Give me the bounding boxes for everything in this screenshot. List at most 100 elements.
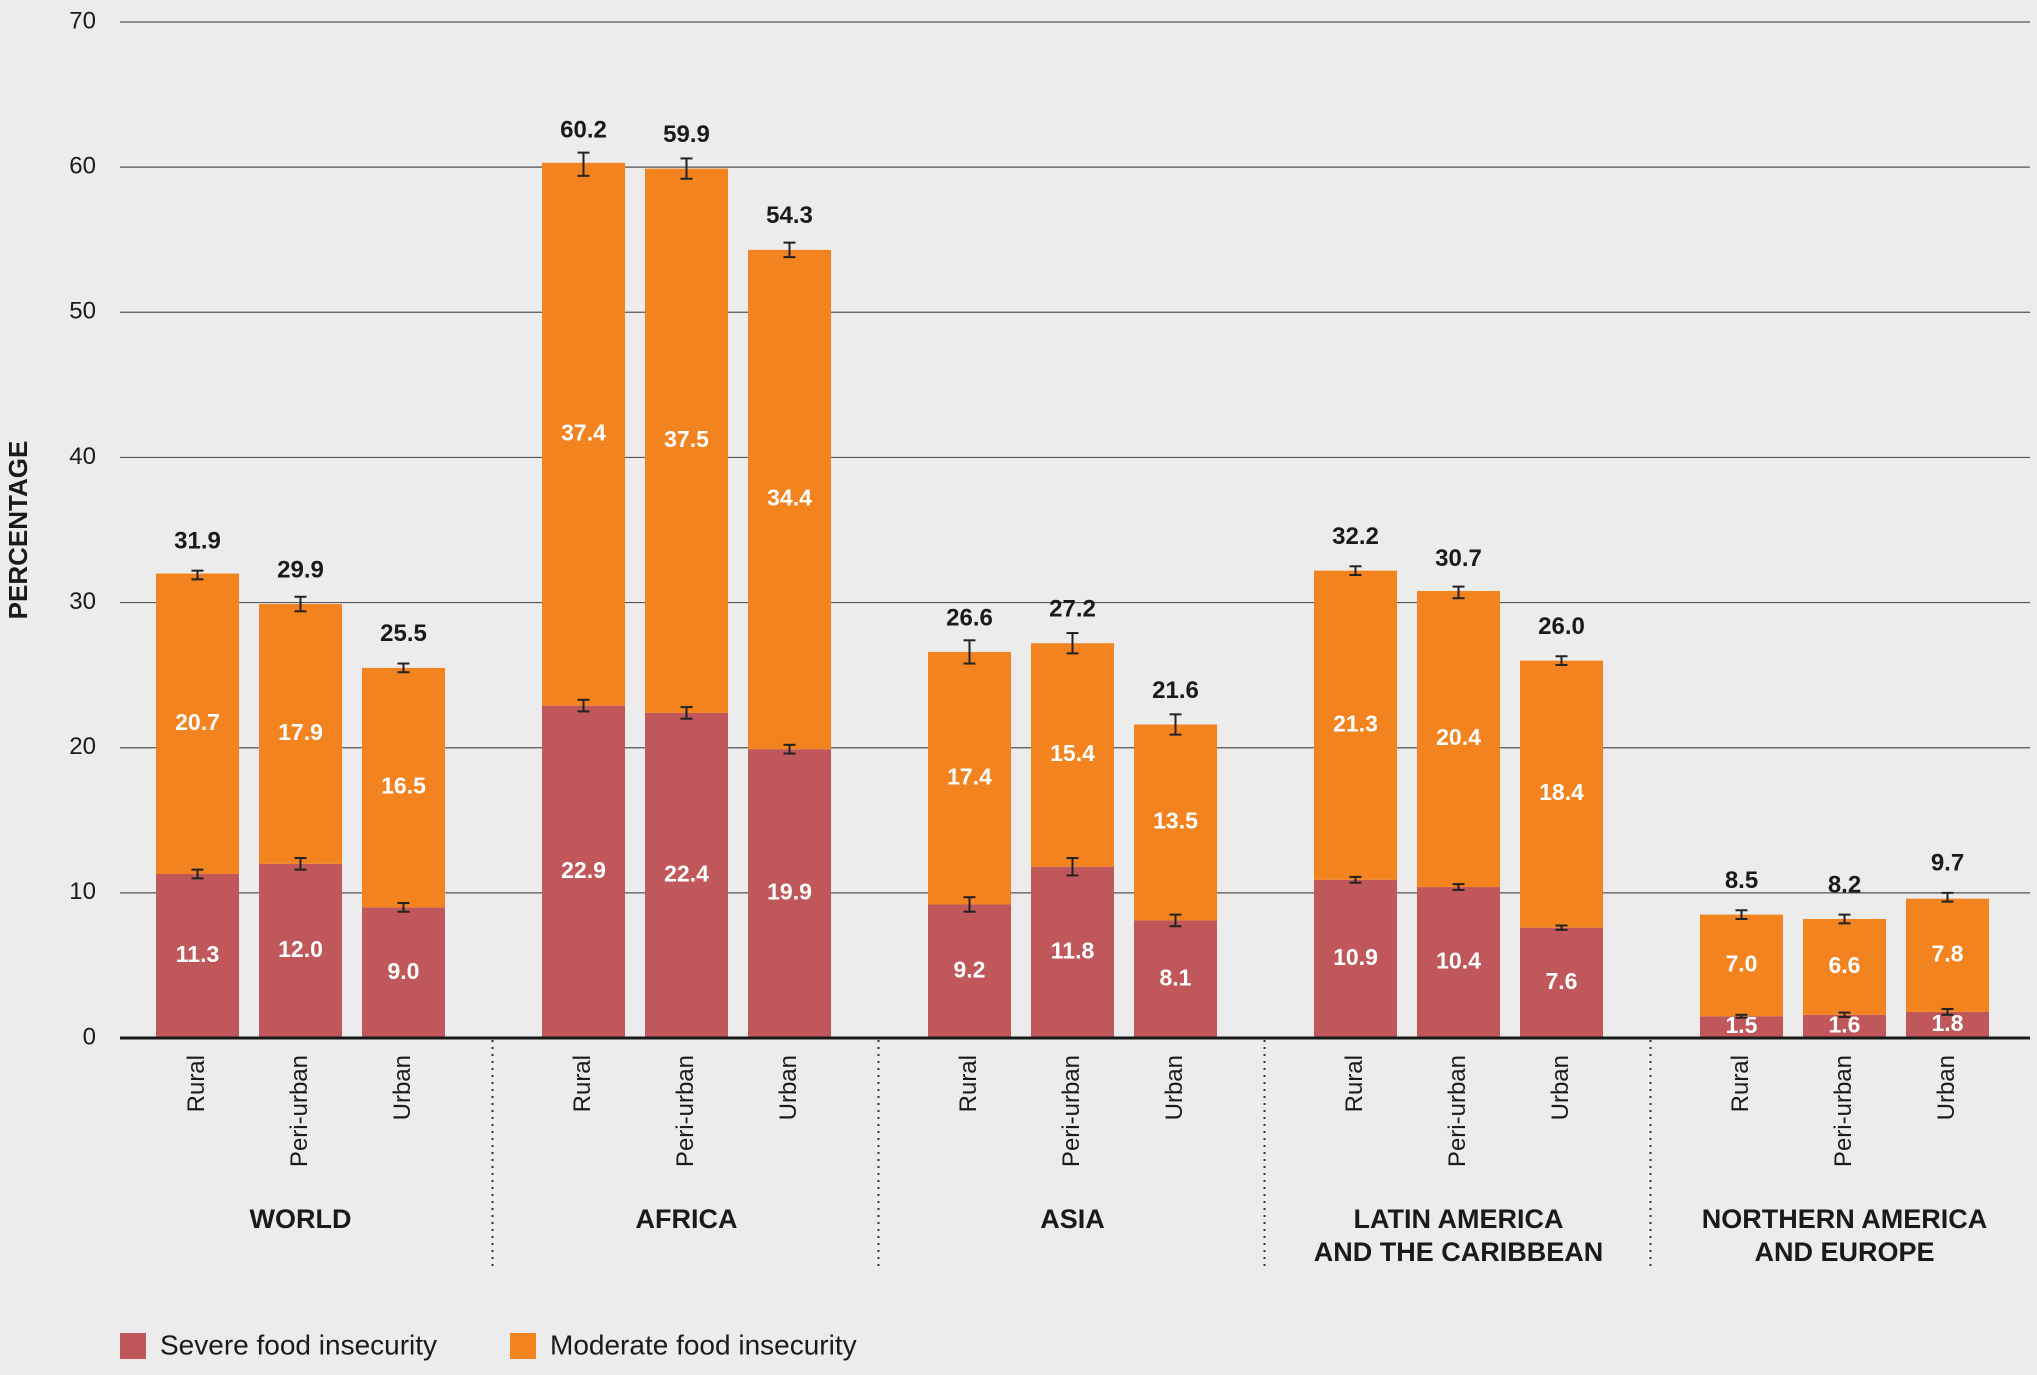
value-label: 10.9 <box>1333 944 1378 970</box>
error-bar <box>680 706 693 720</box>
value-label: 20.4 <box>1436 724 1481 750</box>
total-label: 27.2 <box>1049 596 1096 623</box>
bar-segment <box>748 749 831 1038</box>
value-label: 7.6 <box>1546 968 1578 994</box>
y-tick-label: 10 <box>69 878 96 905</box>
group-label: LATIN AMERICA <box>1354 1204 1564 1234</box>
error-bar <box>191 868 204 880</box>
error-bar <box>1555 655 1568 666</box>
bar-segment <box>928 651 1011 905</box>
value-label: 10.4 <box>1436 948 1481 974</box>
error-bar <box>1838 913 1851 925</box>
bar-segment <box>1031 866 1114 1038</box>
bar-segment <box>1906 898 1989 1012</box>
x-tick-label: Peri-urban <box>1058 1055 1085 1167</box>
y-tick-label: 70 <box>69 7 96 34</box>
x-tick-label: Urban <box>1547 1055 1574 1120</box>
bar-segment <box>156 873 239 1038</box>
total-label: 8.5 <box>1725 867 1758 894</box>
bar-segment <box>928 904 1011 1038</box>
error-bar <box>1169 713 1182 736</box>
value-label: 17.9 <box>278 719 323 745</box>
group-label: WORLD <box>250 1204 352 1234</box>
x-tick-label: Rural <box>183 1055 210 1112</box>
bar-segment <box>542 705 625 1038</box>
bar-segment <box>259 604 342 864</box>
y-tick-label: 60 <box>69 152 96 179</box>
bar-segment <box>1417 887 1500 1038</box>
bar-segment <box>645 168 728 713</box>
legend-swatch <box>510 1333 536 1359</box>
value-label: 18.4 <box>1539 779 1584 805</box>
value-label: 17.4 <box>947 763 992 789</box>
legend-label: Severe food insecurity <box>160 1329 437 1360</box>
error-bar <box>1066 857 1079 877</box>
value-label: 19.9 <box>767 879 812 905</box>
total-label: 60.2 <box>560 117 607 144</box>
y-axis-label: PERCENTAGE <box>3 441 33 620</box>
error-bar <box>1735 909 1748 920</box>
total-label: 25.5 <box>380 620 427 647</box>
bar-segment <box>1031 643 1114 867</box>
value-label: 13.5 <box>1153 808 1198 834</box>
x-tick-label: Rural <box>955 1055 982 1112</box>
bar-segment <box>1314 570 1397 880</box>
error-bar <box>1066 632 1079 655</box>
error-bar <box>577 698 590 713</box>
value-label: 20.7 <box>175 709 220 735</box>
bar-segment <box>1314 879 1397 1038</box>
group-label: AFRICA <box>636 1204 738 1234</box>
bar-segment <box>1700 1016 1783 1038</box>
y-tick-label: 20 <box>69 733 96 760</box>
total-label: 8.2 <box>1828 871 1861 898</box>
x-tick-label: Urban <box>775 1055 802 1120</box>
value-label: 9.0 <box>388 958 420 984</box>
bar-segment <box>1520 660 1603 928</box>
error-bar <box>397 902 410 913</box>
error-bar <box>963 896 976 913</box>
bar-segment <box>362 907 445 1038</box>
value-label: 7.0 <box>1726 951 1758 977</box>
error-bar <box>1838 1011 1851 1018</box>
error-bar <box>783 241 796 259</box>
value-label: 37.5 <box>664 426 709 452</box>
bar-segment <box>1803 918 1886 1015</box>
total-label: 31.9 <box>174 527 221 554</box>
total-label: 29.9 <box>277 556 324 583</box>
total-label: 30.7 <box>1435 545 1482 572</box>
x-tick-label: Peri-urban <box>672 1055 699 1167</box>
total-label: 54.3 <box>766 202 813 229</box>
bar-segment <box>1520 927 1603 1038</box>
error-bar <box>1941 1007 1954 1016</box>
total-label: 9.7 <box>1931 850 1964 877</box>
error-bar <box>1452 585 1465 600</box>
error-bar <box>680 157 693 180</box>
x-tick-label: Peri-urban <box>1830 1055 1857 1167</box>
group-label: NORTHERN AMERICA <box>1702 1204 1988 1234</box>
error-bar <box>1555 924 1568 931</box>
bar-segment <box>362 667 445 908</box>
bar-segment <box>156 573 239 874</box>
total-label: 26.0 <box>1538 613 1585 640</box>
bar-segment <box>1417 590 1500 888</box>
value-label: 8.1 <box>1160 964 1192 990</box>
bar-segment <box>645 712 728 1038</box>
error-bar <box>294 857 307 871</box>
x-tick-label: Peri-urban <box>286 1055 313 1167</box>
error-bar <box>1349 565 1362 576</box>
error-bar <box>577 151 590 177</box>
bar-segment <box>1906 1011 1989 1038</box>
x-tick-label: Rural <box>569 1055 596 1112</box>
group-label: AND EUROPE <box>1754 1237 1934 1267</box>
value-label: 16.5 <box>381 773 426 799</box>
error-bar <box>963 639 976 665</box>
bar-segment <box>1134 724 1217 921</box>
total-label: 21.6 <box>1152 677 1199 704</box>
x-tick-label: Urban <box>389 1055 416 1120</box>
value-label: 7.8 <box>1932 940 1964 966</box>
x-tick-label: Rural <box>1341 1055 1368 1112</box>
y-tick-label: 30 <box>69 588 96 615</box>
error-bar <box>1941 891 1954 903</box>
value-label: 34.4 <box>767 485 812 511</box>
